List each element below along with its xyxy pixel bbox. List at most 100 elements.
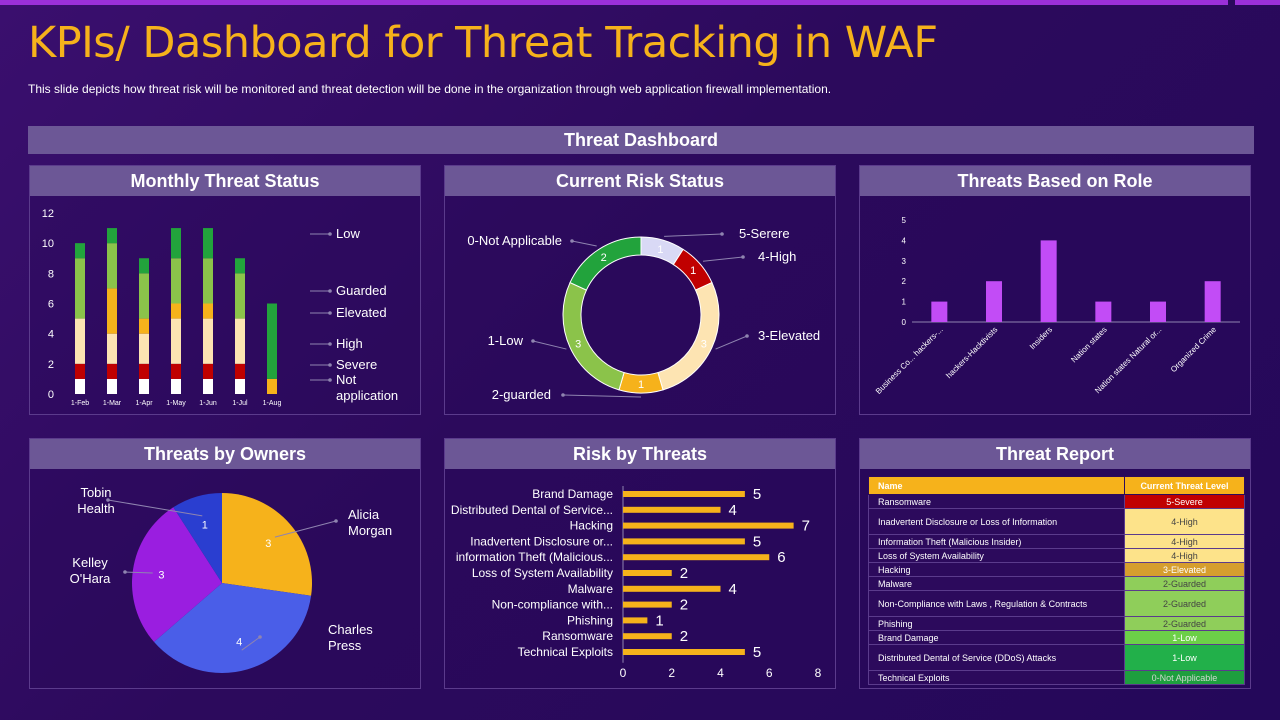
monthly-legend-dot	[328, 311, 332, 315]
role-ytick-label: 4	[902, 236, 907, 245]
risk-donut-value: 3	[575, 339, 581, 351]
report-threat-name: Technical Exploits	[868, 670, 1125, 685]
owners-slice-label: Charles	[328, 622, 373, 637]
threats-xtick-label: 0	[620, 666, 627, 680]
report-threat-name: Distributed Dental of Service (DDoS) Att…	[868, 644, 1125, 671]
report-threat-level: 2-Guarded	[1123, 616, 1246, 631]
monthly-bar-segment	[139, 273, 149, 319]
monthly-xtick-label: 1-Jul	[232, 400, 248, 407]
monthly-xtick-label: 1-Aug	[263, 400, 282, 407]
role-bar	[1095, 301, 1112, 322]
risk-label-leader	[702, 256, 744, 262]
threats-xtick-label: 8	[815, 666, 822, 680]
threats-bar-value: 2	[680, 597, 688, 614]
monthly-bar-segment	[171, 228, 181, 259]
monthly-bar-segment	[171, 318, 181, 364]
monthly-bar-segment	[139, 258, 149, 274]
report-threat-level: 4-High	[1123, 508, 1246, 535]
threats-bar-value: 5	[753, 486, 761, 503]
risk-slice-label: 4-High	[758, 249, 796, 264]
owners-slice-label: Morgan	[348, 523, 392, 538]
dashboard-header: Threat Dashboard	[28, 126, 1254, 154]
monthly-ytick-label: 12	[42, 208, 54, 220]
monthly-legend-label: High	[336, 336, 363, 351]
monthly-bar-segment	[203, 228, 213, 259]
risk-label-dot	[561, 393, 565, 397]
risk-by-threats-chart: Brand Damage 5 Distributed Dental of Servi…	[451, 486, 822, 680]
owners-slice-label: Alicia	[348, 507, 380, 522]
risk-label-dot	[570, 239, 574, 243]
monthly-bar-segment	[107, 243, 117, 289]
role-xtick-label: Business Co... hackers-...	[874, 325, 945, 396]
report-threat-level: 4-High	[1123, 534, 1246, 549]
threats-bar	[623, 491, 745, 497]
monthly-legend-dot	[328, 363, 332, 367]
threats-category-label: Inadvertent Disclosure or...	[470, 534, 613, 548]
monthly-threat-status-title: Monthly Threat Status	[30, 166, 420, 196]
owners-pie-value: 3	[158, 569, 164, 581]
risk-slice-label: 5-Serere	[739, 226, 790, 241]
monthly-bar-segment	[171, 378, 181, 394]
threats-bar	[623, 649, 745, 655]
report-threat-name: Inadvertent Disclosure or Loss of Inform…	[868, 508, 1125, 535]
monthly-bar-segment	[107, 228, 117, 244]
report-threat-name: Brand Damage	[868, 630, 1125, 645]
threats-bar-value: 4	[729, 581, 737, 598]
monthly-legend-dot	[328, 342, 332, 346]
threats-bar-value: 5	[753, 533, 761, 550]
monthly-xtick-label: 1-Mar	[103, 400, 122, 407]
owners-slice-label: O'Hara	[70, 571, 112, 586]
monthly-bar-segment	[75, 378, 85, 394]
threats-bar	[623, 522, 794, 529]
monthly-bar-segment	[203, 318, 213, 364]
owners-label-dot	[106, 498, 110, 502]
risk-label-dot	[745, 334, 749, 338]
monthly-xtick-label: 1-Jun	[199, 400, 217, 407]
threats-category-label: Ransomware	[542, 629, 613, 643]
risk-slice-label: 2-guarded	[492, 387, 551, 402]
monthly-ytick-label: 4	[48, 329, 54, 341]
report-threat-level: 1-Low	[1123, 630, 1246, 645]
threats-bar-value: 7	[802, 518, 810, 535]
role-xtick-label: Organized Crime	[1169, 325, 1219, 375]
page-subtitle: This slide depicts how threat risk will …	[28, 82, 832, 96]
monthly-legend-label: application	[336, 388, 398, 403]
monthly-bar-segment	[139, 378, 149, 394]
owners-slice-label: Press	[328, 638, 362, 653]
monthly-threat-status-panel: Monthly Threat Status 0 2 4 6 8 10 12 1-Feb 1-Ma…	[29, 165, 421, 415]
threats-category-label: Malware	[568, 582, 614, 596]
threats-category-label: Loss of System Availability	[472, 566, 613, 580]
monthly-bar-segment	[267, 378, 277, 394]
role-bar	[931, 301, 948, 322]
threats-category-label: information Theft (Malicious...	[456, 550, 613, 564]
monthly-threat-status-chart: 0 2 4 6 8 10 12 1-Feb 1-Mar 1-Apr 1-May 1-Jun 1-Jul 1…	[42, 208, 398, 407]
monthly-bar-segment	[235, 273, 245, 319]
role-bar	[1040, 240, 1057, 322]
risk-label-dot	[720, 232, 724, 236]
monthly-legend-label: Elevated	[336, 305, 387, 320]
report-threat-level: 1-Low	[1123, 644, 1246, 671]
monthly-legend-label: Severe	[336, 357, 377, 372]
risk-donut-value: 1	[690, 265, 696, 277]
monthly-xtick-label: 1-Feb	[71, 400, 89, 407]
monthly-ytick-label: 2	[48, 359, 54, 371]
owners-label-leader	[241, 636, 261, 651]
monthly-ytick-label: 8	[48, 268, 54, 280]
role-bar	[1150, 301, 1166, 322]
threats-category-label: Brand Damage	[532, 487, 613, 501]
role-xtick-label: Nation states	[1069, 325, 1108, 364]
current-risk-status-title: Current Risk Status	[445, 166, 835, 196]
monthly-bar-segment	[235, 258, 245, 274]
monthly-bar-segment	[107, 333, 117, 364]
threats-category-label: Non-compliance with...	[492, 598, 613, 612]
threats-by-owners-title: Threats by Owners	[30, 439, 420, 469]
risk-donut-slice	[657, 281, 720, 391]
monthly-bar-segment	[139, 333, 149, 364]
threats-category-label: Technical Exploits	[518, 645, 613, 659]
monthly-bar-segment	[75, 318, 85, 364]
role-ytick-label: 3	[902, 257, 907, 266]
current-risk-status-panel: Current Risk Status 1 5-Serere 1 4-High 3 3-E…	[444, 165, 836, 415]
monthly-bar-segment	[203, 258, 213, 304]
monthly-ytick-label: 10	[42, 238, 54, 250]
report-threat-level: 4-High	[1123, 548, 1246, 563]
